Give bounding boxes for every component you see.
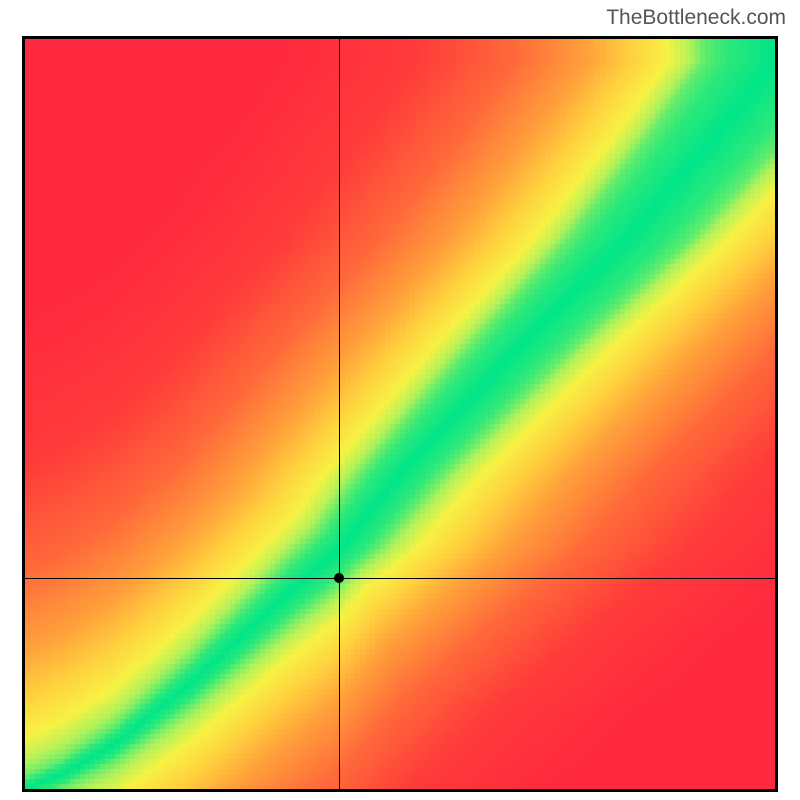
heatmap-canvas <box>25 39 775 789</box>
selection-point <box>334 573 344 583</box>
heatmap-chart <box>22 36 778 792</box>
attribution-text: TheBottleneck.com <box>606 6 786 30</box>
crosshair-vertical <box>339 39 340 789</box>
crosshair-horizontal <box>25 578 775 579</box>
page-container: TheBottleneck.com <box>0 0 800 800</box>
